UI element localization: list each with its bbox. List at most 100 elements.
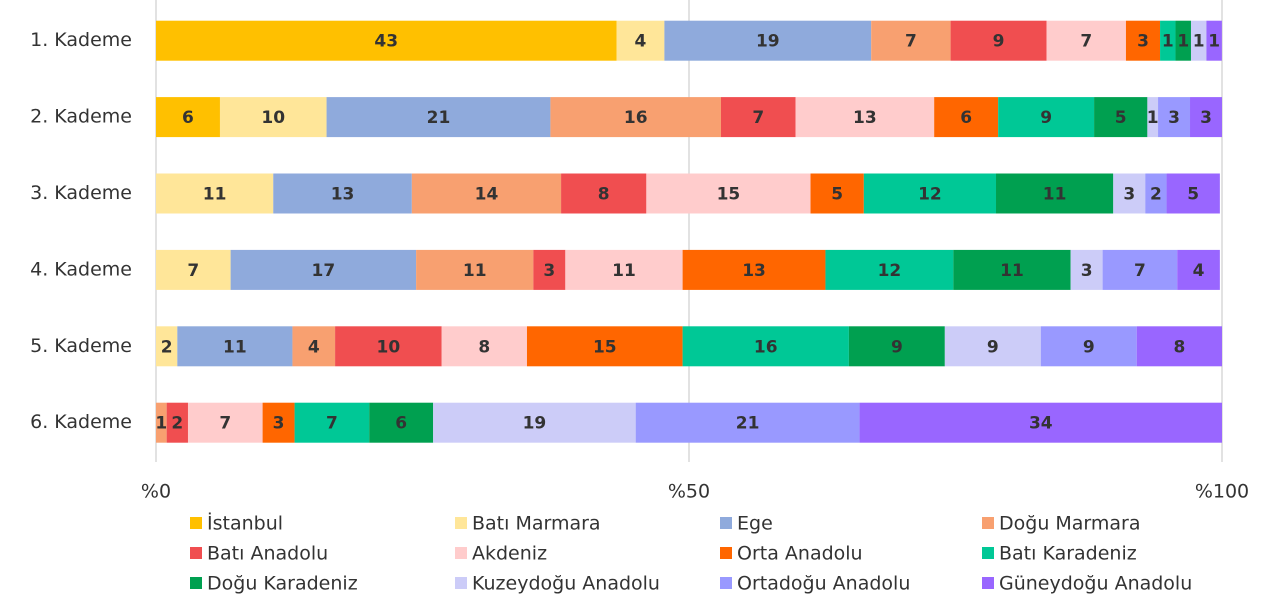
bar-segment xyxy=(561,173,647,214)
data-label: 10 xyxy=(377,337,401,357)
data-label: 17 xyxy=(312,261,336,281)
data-label: 19 xyxy=(523,414,547,434)
y-tick-label: 2. Kademe xyxy=(30,106,132,128)
bar-segment xyxy=(526,326,683,367)
bar-segment xyxy=(944,326,1041,367)
data-label: 3 xyxy=(543,261,555,281)
bar-segment xyxy=(230,249,417,290)
data-label: 4 xyxy=(635,32,647,52)
bar-segment xyxy=(1190,97,1222,138)
data-label: 9 xyxy=(1040,108,1052,128)
bar-segment xyxy=(871,20,951,61)
data-label: 7 xyxy=(1134,261,1146,281)
data-label: 2 xyxy=(1150,185,1162,205)
bar-segment xyxy=(1070,249,1103,290)
data-label: 15 xyxy=(593,337,617,357)
data-label: 5 xyxy=(831,185,843,205)
y-tick-label: 6. Kademe xyxy=(30,411,132,433)
bar-segment xyxy=(1190,20,1207,61)
bar-segment xyxy=(411,173,562,214)
bar-segment xyxy=(156,173,274,214)
bar-segment xyxy=(1177,249,1220,290)
data-label: 7 xyxy=(219,414,231,434)
legend-label: İstanbul xyxy=(207,512,283,535)
bar-segment xyxy=(825,249,954,290)
data-label: 1 xyxy=(155,414,167,434)
data-label: 16 xyxy=(624,108,648,128)
bar-segment xyxy=(682,326,849,367)
bar-segment xyxy=(550,97,721,138)
data-label: 16 xyxy=(754,337,778,357)
legend-swatch xyxy=(982,547,994,559)
data-label: 2 xyxy=(171,414,183,434)
data-label: 11 xyxy=(1043,185,1067,205)
bar-segment xyxy=(1113,173,1146,214)
data-label: 8 xyxy=(478,337,490,357)
bar-segment xyxy=(326,97,551,138)
data-label: 6 xyxy=(182,108,194,128)
legend-swatch xyxy=(190,577,202,589)
bar-segment xyxy=(1040,326,1137,367)
legend-label: Akdeniz xyxy=(472,543,547,565)
data-label: 1 xyxy=(1177,32,1189,52)
data-label: 34 xyxy=(1029,414,1053,434)
bar-segment xyxy=(1166,173,1220,214)
bar-segment xyxy=(1160,20,1176,61)
bar-segment xyxy=(682,249,826,290)
bar-segment xyxy=(166,402,188,443)
data-label: 14 xyxy=(475,185,499,205)
legend-swatch xyxy=(720,517,732,529)
bar-segment xyxy=(441,326,527,367)
data-label: 5 xyxy=(1115,108,1127,128)
data-label: 8 xyxy=(1173,337,1185,357)
bar-segment xyxy=(1136,326,1222,367)
bar-segment xyxy=(262,402,295,443)
data-label: 13 xyxy=(742,261,766,281)
legend-swatch xyxy=(720,547,732,559)
data-label: 43 xyxy=(374,32,398,52)
data-label: 3 xyxy=(273,414,285,434)
legend-swatch xyxy=(455,577,467,589)
y-tick-label: 5. Kademe xyxy=(30,335,132,357)
data-label: 1 xyxy=(1193,32,1205,52)
legend-swatch xyxy=(190,547,202,559)
bar-segment xyxy=(156,97,220,138)
bar-segment xyxy=(953,249,1071,290)
data-label: 12 xyxy=(918,185,942,205)
bar-segment xyxy=(433,402,636,443)
data-label: 13 xyxy=(331,185,355,205)
bar-segment xyxy=(664,20,872,61)
data-label: 9 xyxy=(993,32,1005,52)
bar-segment xyxy=(646,173,811,214)
y-tick-label: 3. Kademe xyxy=(30,182,132,204)
data-label: 11 xyxy=(463,261,487,281)
data-label: 2 xyxy=(161,337,173,357)
legend-label: Batı Anadolu xyxy=(207,543,328,565)
bar-segment xyxy=(156,326,178,367)
legend-swatch xyxy=(720,577,732,589)
legend-label: Doğu Karadeniz xyxy=(207,573,358,595)
bar-segment xyxy=(616,20,665,61)
data-label: 9 xyxy=(987,337,999,357)
data-label: 7 xyxy=(187,261,199,281)
bar-segment xyxy=(369,402,434,443)
bar-segment xyxy=(273,173,412,214)
legend-swatch xyxy=(455,547,467,559)
bar-segment xyxy=(1147,97,1159,138)
bar-segment xyxy=(187,402,263,443)
legend-swatch xyxy=(455,517,467,529)
bar-segment xyxy=(294,402,370,443)
bar-segment xyxy=(859,402,1222,443)
x-tick-label: %100 xyxy=(1195,481,1249,503)
bar-segment xyxy=(156,402,167,443)
data-label: 9 xyxy=(1083,337,1095,357)
data-label: 6 xyxy=(960,108,972,128)
bar-segment xyxy=(934,97,999,138)
data-label: 3 xyxy=(1200,108,1212,128)
data-label: 11 xyxy=(612,261,636,281)
bar-segment xyxy=(533,249,566,290)
bar-segment xyxy=(998,97,1095,138)
data-label: 9 xyxy=(891,337,903,357)
data-label: 8 xyxy=(598,185,610,205)
bar-segment xyxy=(1175,20,1191,61)
